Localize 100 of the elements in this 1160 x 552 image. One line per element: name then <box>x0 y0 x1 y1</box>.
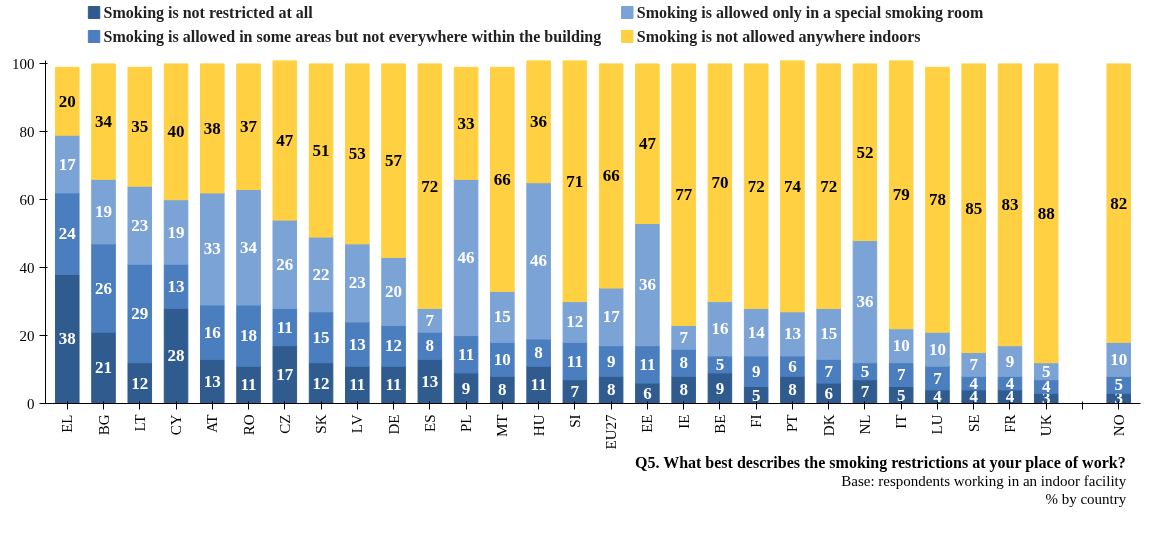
bar <box>562 301 588 343</box>
bar <box>1033 63 1059 364</box>
x-tick-label: IT <box>893 414 910 429</box>
data-label: 6 <box>643 383 652 403</box>
data-label: 6 <box>824 383 833 403</box>
data-label: 5 <box>1114 375 1123 395</box>
data-label: 8 <box>425 336 435 356</box>
y-tick-label: 20 <box>19 327 35 344</box>
bar <box>54 192 80 275</box>
data-label: 17 <box>58 154 77 174</box>
data-label: 8 <box>534 343 543 363</box>
bar <box>91 331 116 404</box>
bar <box>635 63 660 225</box>
bar <box>671 324 696 350</box>
data-label: 46 <box>457 247 475 267</box>
bar <box>526 182 551 340</box>
data-label: 21 <box>95 358 113 378</box>
bar <box>598 63 624 289</box>
data-label: 7 <box>425 310 435 330</box>
data-label: 40 <box>167 122 185 142</box>
data-label: 26 <box>95 278 113 298</box>
bar <box>54 134 80 194</box>
bar <box>272 219 298 309</box>
data-label: 5 <box>1041 361 1051 381</box>
legend-label: Smoking is not allowed anywhere indoors <box>636 28 921 46</box>
x-tick-label: IE <box>675 414 692 429</box>
x-tick-label: RO <box>240 414 257 436</box>
y-tick-label: 80 <box>19 123 35 140</box>
bar <box>852 239 878 364</box>
data-label: 7 <box>679 327 689 347</box>
bar <box>91 178 116 245</box>
data-label: 36 <box>530 112 548 132</box>
data-label: 57 <box>385 151 403 171</box>
data-label: 11 <box>639 354 656 374</box>
data-label: 72 <box>820 176 838 196</box>
data-label: 70 <box>711 173 729 193</box>
data-label: 11 <box>349 375 366 395</box>
data-label: 12 <box>566 312 584 332</box>
bar <box>780 60 805 313</box>
bar <box>200 63 225 194</box>
data-label: 9 <box>715 378 725 398</box>
data-label: 15 <box>312 327 330 347</box>
bar <box>598 345 624 377</box>
data-label: 12 <box>385 336 403 356</box>
data-label: 19 <box>95 202 113 222</box>
data-label: 10 <box>928 339 946 359</box>
data-label: 9 <box>606 351 616 371</box>
data-label: 5 <box>896 385 906 405</box>
data-label: 9 <box>751 361 761 381</box>
data-label: 46 <box>530 251 548 271</box>
x-tick-label: EE <box>639 414 656 433</box>
data-label: 7 <box>933 368 943 388</box>
bar <box>272 60 298 221</box>
data-label: 82 <box>1110 193 1128 213</box>
data-label: 8 <box>788 380 797 400</box>
bar <box>925 365 950 391</box>
bar <box>127 66 153 187</box>
data-label: 15 <box>493 307 511 327</box>
data-label: 36 <box>856 292 874 312</box>
bar <box>417 307 443 333</box>
data-label: 24 <box>58 224 77 244</box>
data-label: 71 <box>566 171 584 191</box>
x-tick-label: LU <box>929 414 946 435</box>
bar <box>743 63 769 309</box>
data-label: 11 <box>240 375 257 395</box>
bar <box>526 60 551 184</box>
data-label: 19 <box>167 222 185 242</box>
bar <box>562 60 588 303</box>
data-label: 13 <box>783 324 801 344</box>
bar <box>780 311 805 357</box>
bar <box>163 63 189 201</box>
data-label: 66 <box>602 166 620 186</box>
data-label: 12 <box>131 373 149 393</box>
data-label: 77 <box>675 185 693 205</box>
data-label: 11 <box>458 344 475 364</box>
bar <box>852 63 878 241</box>
data-label: 34 <box>240 237 258 257</box>
bar <box>635 223 660 347</box>
x-tick-label: SK <box>313 414 330 434</box>
bar <box>816 63 841 309</box>
bar <box>635 345 660 384</box>
data-label: 34 <box>95 112 113 132</box>
data-label: 13 <box>421 371 439 391</box>
legend-label: Smoking is not restricted at all <box>103 4 314 22</box>
data-label: 8 <box>498 380 507 400</box>
x-tick-label: FI <box>748 414 765 428</box>
x-tick-label: NO <box>1110 414 1127 437</box>
data-label: 79 <box>892 185 910 205</box>
x-tick-label: FR <box>1001 414 1018 433</box>
x-tick-label: LV <box>349 414 366 434</box>
x-tick-label: HU <box>530 414 547 437</box>
data-label: 11 <box>530 375 547 395</box>
x-tick-label: PT <box>784 414 801 432</box>
legend-label: Smoking is allowed in some areas but not everywhere within the building <box>103 28 602 46</box>
data-label: 5 <box>715 354 725 374</box>
x-tick-label: ES <box>421 414 438 432</box>
bar <box>200 304 225 360</box>
data-label: 11 <box>566 351 583 371</box>
bar <box>961 352 986 377</box>
y-tick-label: 100 <box>12 55 35 72</box>
